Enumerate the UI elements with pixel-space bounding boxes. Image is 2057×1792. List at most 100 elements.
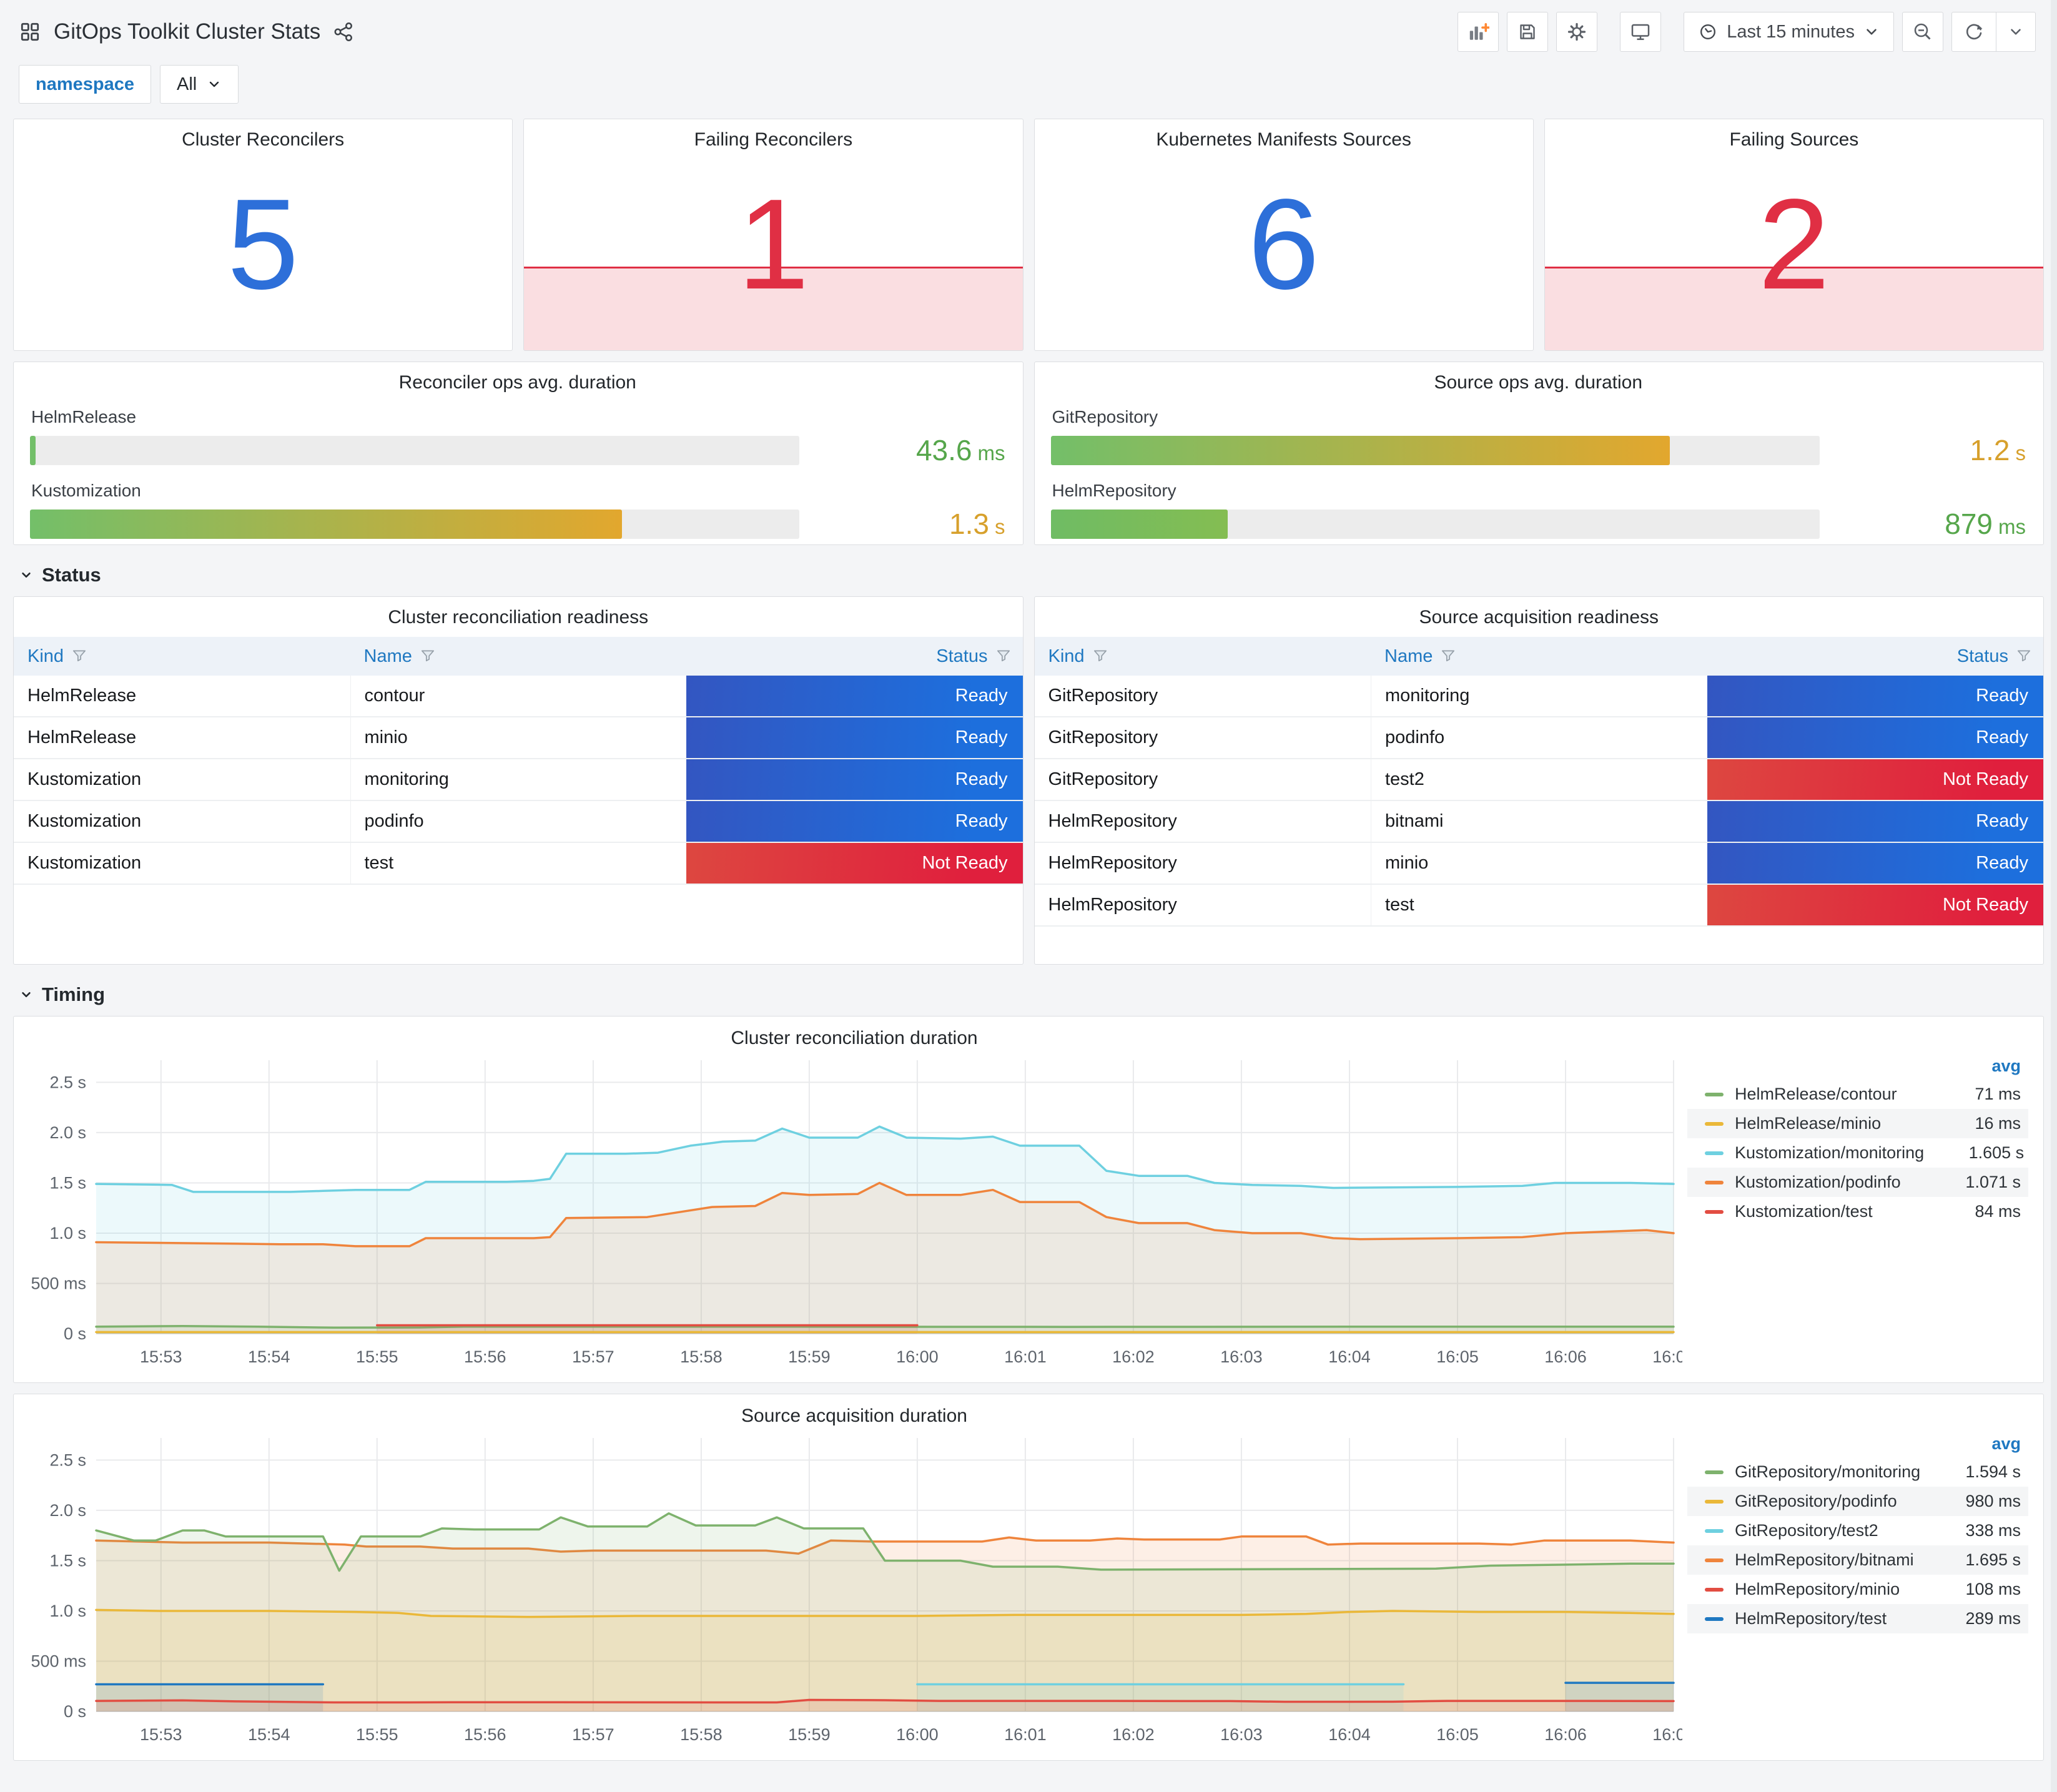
svg-text:16:07: 16:07 (1652, 1725, 1682, 1744)
gauge-row-label: HelmRepository (1052, 481, 1176, 500)
svg-text:500 ms: 500 ms (31, 1274, 86, 1293)
gauge-value: 1.2 s (1970, 434, 2026, 466)
time-series-plot[interactable]: 15:53 15:54 15:55 15:56 15:57 15:58 15:59 16:00… (21, 1428, 1695, 1750)
panel-cluster-reconciliation-duration: Cluster reconciliation duration 15:53 15:… (13, 1016, 2044, 1383)
gauge-value: 43.6 ms (915, 434, 1005, 466)
refresh-button[interactable] (1952, 12, 1996, 51)
share-icon[interactable] (333, 21, 354, 42)
legend-avg-header[interactable]: avg (1991, 1434, 2021, 1453)
legend-item[interactable]: HelmRepository/test 289 ms (1687, 1604, 2028, 1633)
stat-value: 1 (737, 172, 809, 317)
stat-sparkline-area (1544, 266, 2043, 350)
series-color-swatch (1705, 1617, 1724, 1621)
filter-icon[interactable] (1440, 648, 1456, 664)
cell-name: monitoring (1371, 676, 1707, 716)
series-color-swatch (1705, 1151, 1724, 1155)
svg-text:2.5 s: 2.5 s (49, 1450, 86, 1469)
svg-text:1.5 s: 1.5 s (49, 1552, 86, 1570)
gauge-track (30, 509, 799, 539)
column-header-status[interactable]: Status (686, 637, 1023, 676)
time-series-plot[interactable]: 15:53 15:54 15:55 15:56 15:57 15:58 15:59 16:00… (21, 1050, 1695, 1372)
svg-text:15:58: 15:58 (680, 1347, 723, 1366)
cycle-view-mode-button[interactable] (1620, 12, 1662, 52)
dashboards-grid-icon[interactable] (19, 21, 41, 43)
panel-title: Source ops avg. duration (1434, 372, 1643, 393)
gauge-rows: HelmRelease 43.6 ms Kustomization 1.3 s (30, 407, 1005, 541)
row-toggle-timing[interactable]: Timing (13, 965, 110, 1016)
filter-icon[interactable] (71, 648, 87, 664)
cell-kind: HelmRepository (1048, 853, 1177, 873)
row-toggle-status[interactable]: Status (13, 545, 106, 596)
panel-title: Failing Sources (1729, 129, 1859, 150)
legend-item[interactable]: HelmRelease/contour 71 ms (1687, 1080, 2028, 1109)
table-header-row: Kind Name Status (14, 637, 1023, 676)
save-dashboard-button[interactable] (1507, 12, 1549, 52)
cell-kind: Kustomization (27, 811, 142, 831)
filter-icon[interactable] (1092, 648, 1108, 664)
cell-kind: Kustomization (27, 769, 142, 789)
refresh-interval-dropdown[interactable] (1996, 12, 2035, 51)
variable-namespace-label[interactable]: namespace (19, 65, 151, 104)
legend-avg-header[interactable]: avg (1991, 1056, 2021, 1075)
legend-item[interactable]: HelmRepository/bitnami 1.695 s (1687, 1545, 2028, 1575)
column-header-kind[interactable]: Kind (1035, 637, 1371, 676)
legend-item[interactable]: Kustomization/test 84 ms (1687, 1197, 2028, 1226)
svg-text:1.0 s: 1.0 s (49, 1602, 86, 1620)
column-header-kind[interactable]: Kind (14, 637, 350, 676)
series-name: HelmRepository/bitnami (1735, 1550, 1914, 1569)
svg-text:15:53: 15:53 (140, 1725, 182, 1744)
series-avg-value: 1.594 s (1965, 1462, 2021, 1481)
panel-source-acquisition-readiness: Source acquisition readiness Kind Name S… (1033, 596, 2044, 965)
column-header-status[interactable]: Status (1707, 637, 2044, 676)
table-row: GitRepository test2 Not Ready (1034, 759, 2043, 801)
table-row: Kustomization test Not Ready (14, 843, 1023, 885)
svg-text:15:57: 15:57 (572, 1725, 614, 1744)
gauge-row-label: HelmRelease (31, 407, 137, 426)
gauge-row-label: Kustomization (31, 481, 141, 500)
zoom-out-time-button[interactable] (1902, 12, 1943, 52)
legend-item[interactable]: HelmRelease/minio 16 ms (1687, 1109, 2028, 1138)
svg-text:16:04: 16:04 (1328, 1347, 1371, 1366)
legend-item[interactable]: HelmRepository/minio 108 ms (1687, 1575, 2028, 1604)
column-header-name[interactable]: Name (350, 637, 687, 676)
svg-text:16:06: 16:06 (1544, 1347, 1587, 1366)
svg-text:15:56: 15:56 (464, 1347, 506, 1366)
svg-text:16:04: 16:04 (1328, 1725, 1371, 1744)
svg-text:15:57: 15:57 (572, 1347, 614, 1366)
gauges-row: Reconciler ops avg. duration HelmRelease… (13, 362, 2044, 545)
table-row: HelmRepository bitnami Ready (1034, 801, 2043, 843)
filter-icon[interactable] (2016, 648, 2032, 664)
svg-text:0 s: 0 s (64, 1324, 86, 1343)
gauge-bar (30, 435, 36, 465)
cell-kind: HelmRepository (1048, 895, 1177, 915)
dashboard-header: GitOps Toolkit Cluster Stats Last 15 min… (0, 0, 2057, 60)
series-avg-value: 1.605 s (1968, 1143, 2025, 1162)
gauge-bar (1050, 435, 1670, 465)
filter-icon[interactable] (420, 648, 436, 664)
svg-text:16:05: 16:05 (1436, 1725, 1479, 1744)
svg-text:16:06: 16:06 (1544, 1725, 1587, 1744)
legend-item[interactable]: GitRepository/podinfo 980 ms (1687, 1487, 2028, 1516)
series-avg-value: 1.695 s (1965, 1550, 2021, 1569)
gauge-track (30, 435, 799, 465)
page-scrollbar[interactable] (2051, 0, 2057, 1792)
svg-text:15:53: 15:53 (140, 1347, 182, 1366)
cell-name: podinfo (1371, 717, 1707, 758)
table: Kind Name Status GitRepository monitorin… (1034, 637, 2044, 964)
variable-namespace-value-dropdown[interactable]: All (160, 65, 239, 104)
time-range-label: Last 15 minutes (1727, 21, 1855, 42)
gauge-value: 1.3 s (949, 508, 1005, 540)
table-row: Kustomization monitoring Ready (14, 759, 1023, 801)
add-panel-button[interactable] (1458, 12, 1499, 52)
legend-item[interactable]: Kustomization/monitoring 1.605 s (1687, 1138, 2028, 1168)
panel-title: Cluster Reconcilers (182, 129, 345, 150)
legend-item[interactable]: GitRepository/monitoring 1.594 s (1687, 1457, 2028, 1487)
legend-item[interactable]: GitRepository/test2 338 ms (1687, 1516, 2028, 1545)
legend-item[interactable]: Kustomization/podinfo 1.071 s (1687, 1168, 2028, 1197)
column-header-name[interactable]: Name (1371, 637, 1707, 676)
time-range-picker[interactable]: Last 15 minutes (1684, 12, 1894, 52)
filter-icon[interactable] (995, 648, 1012, 664)
svg-text:16:02: 16:02 (1112, 1725, 1155, 1744)
dashboard-settings-button[interactable] (1556, 12, 1598, 52)
series-name: GitRepository/podinfo (1735, 1492, 1897, 1510)
